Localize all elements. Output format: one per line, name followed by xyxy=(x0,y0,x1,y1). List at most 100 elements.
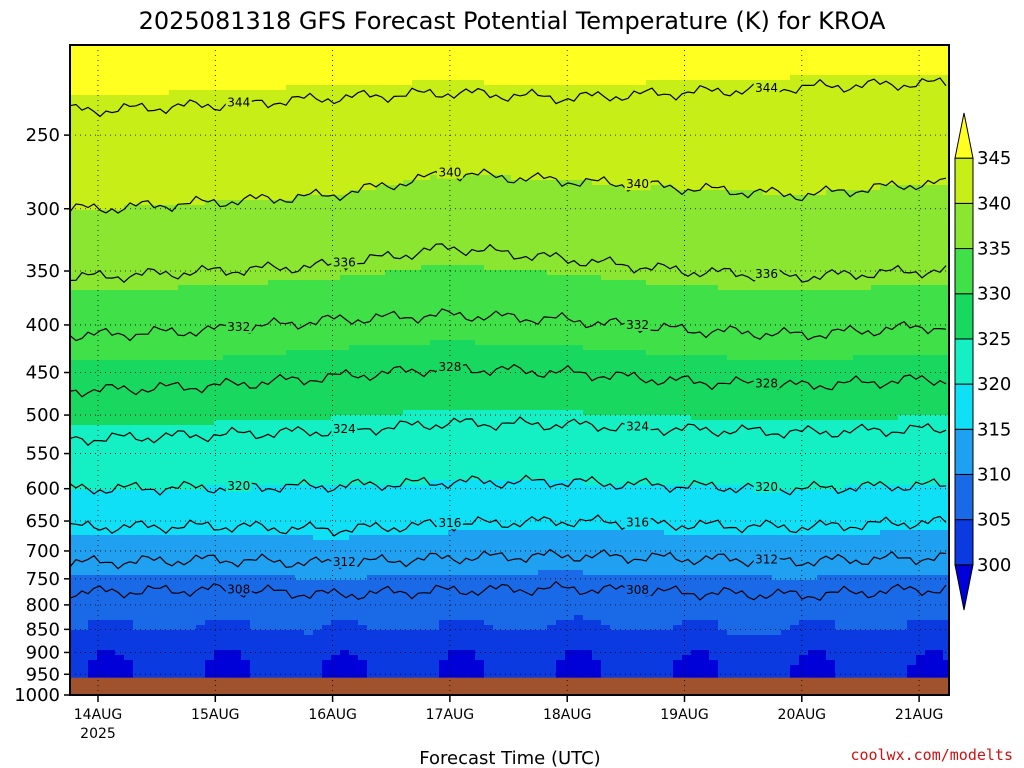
field-cell xyxy=(376,250,385,255)
field-cell xyxy=(70,135,79,140)
field-cell xyxy=(322,340,331,345)
field-cell xyxy=(250,75,259,80)
field-cell xyxy=(133,610,142,615)
field-cell xyxy=(115,225,124,230)
field-cell xyxy=(358,395,367,400)
field-cell xyxy=(268,655,277,660)
field-cell xyxy=(178,255,187,260)
field-cell xyxy=(349,280,358,285)
field-cell xyxy=(403,210,412,215)
field-cell xyxy=(304,450,313,455)
field-cell xyxy=(277,310,286,315)
field-cell xyxy=(115,255,124,260)
field-cell xyxy=(232,595,241,600)
field-cell xyxy=(367,495,376,500)
field-cell xyxy=(376,285,385,290)
field-cell xyxy=(160,250,169,255)
field-cell xyxy=(178,450,187,455)
field-cell xyxy=(367,230,376,235)
field-cell xyxy=(394,250,403,255)
field-cell xyxy=(223,370,232,375)
field-cell xyxy=(340,365,349,370)
field-cell xyxy=(349,390,358,395)
field-cell xyxy=(133,80,142,85)
field-cell xyxy=(286,480,295,485)
field-cell xyxy=(124,165,133,170)
field-cell xyxy=(115,180,124,185)
field-cell xyxy=(142,405,151,410)
field-cell xyxy=(232,305,241,310)
field-cell xyxy=(349,480,358,485)
field-cell xyxy=(151,215,160,220)
field-cell xyxy=(88,575,97,580)
field-cell xyxy=(97,180,106,185)
field-cell xyxy=(124,70,133,75)
field-cell xyxy=(169,675,178,680)
field-cell xyxy=(304,205,313,210)
field-cell xyxy=(286,345,295,350)
field-cell xyxy=(196,545,205,550)
field-cell xyxy=(142,170,151,175)
field-cell xyxy=(133,180,142,185)
field-cell xyxy=(358,360,367,365)
field-cell xyxy=(214,510,223,515)
field-cell xyxy=(313,475,322,480)
field-cell xyxy=(340,95,349,100)
field-cell xyxy=(313,560,322,565)
field-cell xyxy=(106,605,115,610)
field-cell xyxy=(403,595,412,600)
field-cell xyxy=(331,530,340,535)
field-cell xyxy=(394,450,403,455)
field-cell xyxy=(322,240,331,245)
field-cell xyxy=(187,355,196,360)
field-cell xyxy=(376,200,385,205)
field-cell xyxy=(178,610,187,615)
field-cell xyxy=(97,140,106,145)
field-cell xyxy=(250,60,259,65)
field-cell xyxy=(313,605,322,610)
field-cell xyxy=(277,470,286,475)
field-cell xyxy=(385,450,394,455)
field-cell xyxy=(376,435,385,440)
field-cell xyxy=(358,490,367,495)
field-cell xyxy=(322,480,331,485)
field-cell xyxy=(403,230,412,235)
field-cell xyxy=(160,240,169,245)
field-cell xyxy=(358,615,367,620)
field-cell xyxy=(250,335,259,340)
field-cell xyxy=(232,205,241,210)
field-cell xyxy=(268,205,277,210)
field-cell xyxy=(124,140,133,145)
field-cell xyxy=(124,595,133,600)
field-cell xyxy=(322,215,331,220)
field-cell xyxy=(403,75,412,80)
field-cell xyxy=(133,560,142,565)
field-cell xyxy=(79,170,88,175)
field-cell xyxy=(241,510,250,515)
field-cell xyxy=(223,195,232,200)
field-cell xyxy=(268,255,277,260)
field-cell xyxy=(79,580,88,585)
field-cell xyxy=(268,640,277,645)
field-cell xyxy=(331,200,340,205)
field-cell xyxy=(304,640,313,645)
field-cell xyxy=(178,405,187,410)
field-cell xyxy=(151,125,160,130)
field-cell xyxy=(295,400,304,405)
field-cell xyxy=(232,530,241,535)
field-cell xyxy=(295,510,304,515)
field-cell xyxy=(223,395,232,400)
field-cell xyxy=(169,250,178,255)
field-cell xyxy=(358,485,367,490)
field-cell xyxy=(403,140,412,145)
field-cell xyxy=(214,155,223,160)
field-cell xyxy=(331,95,340,100)
field-cell xyxy=(295,440,304,445)
field-cell xyxy=(160,315,169,320)
field-cell xyxy=(115,105,124,110)
field-cell xyxy=(97,85,106,90)
field-cell xyxy=(232,670,241,675)
field-cell xyxy=(205,505,214,510)
field-cell xyxy=(241,385,250,390)
field-cell xyxy=(340,595,349,600)
